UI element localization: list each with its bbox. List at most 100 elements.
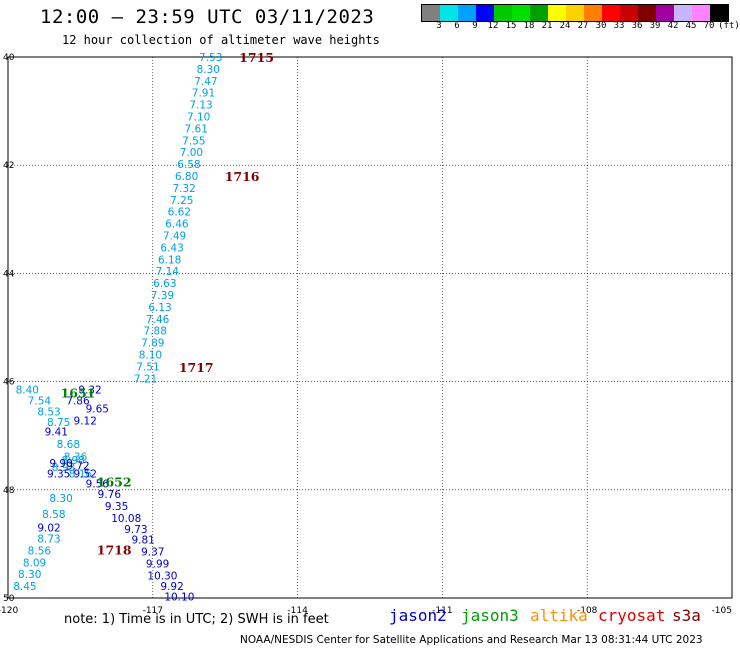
scale-label: 15: [505, 21, 517, 31]
scale-label: 45: [685, 21, 697, 31]
lat-tick-label: 40: [3, 53, 15, 63]
swh-value-label: 8.45: [13, 581, 36, 593]
swh-value-label: 9.52: [74, 469, 97, 481]
swh-value-label: 9.92: [160, 581, 183, 593]
time-marker-label: 1717: [179, 360, 214, 375]
swh-value-label: 6.18: [158, 254, 181, 266]
legend-jason3: jason3: [461, 606, 519, 625]
note-text: note: 1) Time is in UTC; 2) SWH is in fe…: [64, 612, 329, 627]
scale-label: 24: [559, 21, 571, 31]
scale-swatch: [674, 5, 692, 21]
scale-label: 42: [667, 21, 679, 31]
scale-label: 18: [523, 21, 535, 31]
scale-label: 3: [436, 21, 442, 31]
map-frame: [7, 56, 733, 599]
swh-value-label: 8.58: [42, 509, 65, 521]
scale-swatch: [494, 5, 512, 21]
swh-value-label: 10.08: [111, 513, 141, 525]
time-marker-label: 1716: [225, 169, 260, 184]
scale-swatch: [440, 5, 458, 21]
scale-label: 12: [487, 21, 499, 31]
swh-value-label: 9.56: [86, 478, 110, 490]
lat-tick-label: 48: [3, 486, 15, 496]
lat-tick-label: 44: [3, 269, 15, 279]
lon-tick-label: -117: [143, 606, 163, 616]
scale-swatch: [620, 5, 638, 21]
scale-label: 39: [649, 21, 661, 31]
swh-value-label: 9.35: [47, 469, 70, 481]
swh-value-label: 8.75: [47, 417, 70, 429]
scale-swatch: [692, 5, 710, 21]
scale-label: 9: [472, 21, 478, 31]
swh-value-label: 8.53: [37, 406, 60, 418]
swh-value-label: 8.30: [197, 64, 220, 76]
scale-label: 70: [703, 21, 715, 31]
chart-subtitle: 12 hour collection of altimeter wave hei…: [62, 33, 380, 47]
scale-swatch: [566, 5, 584, 21]
swh-value-label: 8.56: [28, 545, 52, 557]
swh-value-label: 8.30: [18, 569, 41, 581]
scale-swatch: [656, 5, 674, 21]
swh-value-label: 7.46: [146, 314, 170, 326]
scale-swatch: [512, 5, 530, 21]
swh-value-label: 6.58: [177, 159, 200, 171]
swh-value-label: 7.91: [192, 88, 215, 100]
scale-label: 30: [595, 21, 607, 31]
color-scale: [421, 4, 729, 22]
swh-value-label: 7.53: [199, 52, 222, 64]
swh-value-label: 7.49: [163, 231, 186, 243]
swh-value-label: 9.90: [49, 458, 72, 470]
swh-value-label: 7.47: [194, 76, 217, 88]
swh-value-label: 7.55: [182, 135, 205, 147]
swh-value-label: 7.14: [156, 266, 180, 278]
swh-value-label: 8.16: [69, 469, 93, 481]
swh-value-label: 8.68: [57, 439, 80, 451]
scale-label: 33: [613, 21, 625, 31]
swh-value-label: 7.21: [134, 373, 157, 385]
scale-swatch: [530, 5, 548, 21]
legend-cryosat: cryosat: [598, 606, 666, 625]
time-marker-label: 1652: [97, 475, 132, 490]
swh-value-label: 7.00: [180, 147, 203, 159]
swh-value-label: 7.32: [172, 183, 195, 195]
map-grid: [7, 56, 733, 599]
color-scale-labels: 3 6 9 12 15 18 21 24 27 30 33 36 39 42 45 70 (ft): [421, 21, 740, 33]
time-marker-label: 1718: [97, 542, 132, 557]
swh-value-label: 7.39: [151, 290, 174, 302]
scale-label: 27: [577, 21, 589, 31]
swh-value-label: 8.30: [49, 493, 72, 505]
lon-tick-label: -120: [0, 606, 18, 616]
swh-value-label: 9.81: [131, 535, 154, 547]
lon-tick-label: -108: [577, 606, 598, 616]
swh-value-label: 7.54: [28, 396, 52, 408]
swh-value-label: 7.13: [189, 100, 212, 112]
lon-tick-label: -111: [432, 606, 452, 616]
swh-value-label: 7.25: [170, 195, 193, 207]
swh-value-label: 8.10: [139, 350, 162, 362]
footer-credit: NOAA/NESDIS Center for Satellite Applica…: [240, 634, 703, 646]
swh-value-label: 7.88: [144, 326, 167, 338]
swh-value-label: 7.51: [136, 361, 159, 373]
swh-value-label: 9.41: [45, 426, 68, 438]
swh-value-label: 8.09: [23, 557, 46, 569]
wave-height-points: 7.538.307.477.917.137.107.617.557.006.58…: [13, 52, 222, 603]
scale-label: 21: [541, 21, 553, 31]
time-markers: 1715 1716 1717 1651 1652 1718: [61, 50, 274, 557]
legend-s3a: s3a: [672, 606, 701, 625]
swh-value-label: 8.40: [16, 385, 39, 397]
scale-label: 36: [631, 21, 643, 31]
swh-value-label: 8.36: [64, 451, 88, 463]
swh-value-label: 9.12: [74, 416, 97, 428]
legend-jason2: jason2: [389, 606, 447, 625]
swh-value-label: 9.32: [78, 385, 101, 397]
lat-tick-label: 42: [3, 161, 14, 171]
swh-value-label: 6.63: [153, 278, 176, 290]
swh-value-label: 7.89: [141, 338, 164, 350]
lon-tick-label: -105: [712, 606, 732, 616]
scale-unit: (ft): [718, 21, 740, 31]
time-marker-label: 1715: [239, 50, 274, 65]
scale-swatch: [422, 5, 440, 21]
swh-value-label: 6.62: [168, 207, 191, 219]
scale-swatch: [548, 5, 566, 21]
swh-value-label: 9.73: [124, 524, 147, 536]
